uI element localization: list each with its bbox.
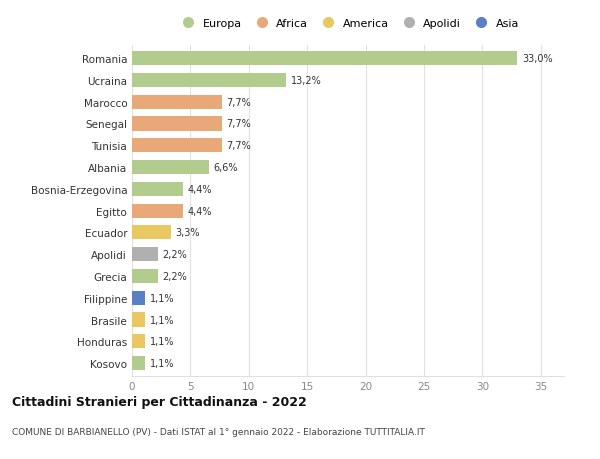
Bar xyxy=(132,247,158,262)
Bar xyxy=(132,226,170,240)
Bar xyxy=(132,161,209,175)
Text: 7,7%: 7,7% xyxy=(227,97,251,107)
Bar xyxy=(132,313,145,327)
Legend: Europa, Africa, America, Apolidi, Asia: Europa, Africa, America, Apolidi, Asia xyxy=(173,15,523,34)
Bar xyxy=(132,52,517,66)
Text: 13,2%: 13,2% xyxy=(291,76,322,86)
Bar xyxy=(132,95,222,110)
Bar xyxy=(132,356,145,370)
Text: 2,2%: 2,2% xyxy=(163,250,187,260)
Text: 7,7%: 7,7% xyxy=(227,141,251,151)
Text: Cittadini Stranieri per Cittadinanza - 2022: Cittadini Stranieri per Cittadinanza - 2… xyxy=(12,395,307,408)
Bar xyxy=(132,335,145,349)
Bar xyxy=(132,182,184,196)
Text: 1,1%: 1,1% xyxy=(149,358,174,368)
Bar xyxy=(132,291,145,305)
Text: 1,1%: 1,1% xyxy=(149,293,174,303)
Text: 7,7%: 7,7% xyxy=(227,119,251,129)
Bar xyxy=(132,139,222,153)
Bar xyxy=(132,269,158,284)
Text: 2,2%: 2,2% xyxy=(163,271,187,281)
Text: 6,6%: 6,6% xyxy=(214,162,238,173)
Text: 4,4%: 4,4% xyxy=(188,185,212,195)
Text: 1,1%: 1,1% xyxy=(149,315,174,325)
Text: 4,4%: 4,4% xyxy=(188,206,212,216)
Text: COMUNE DI BARBIANELLO (PV) - Dati ISTAT al 1° gennaio 2022 - Elaborazione TUTTIT: COMUNE DI BARBIANELLO (PV) - Dati ISTAT … xyxy=(12,427,425,436)
Bar xyxy=(132,73,286,88)
Text: 1,1%: 1,1% xyxy=(149,336,174,347)
Bar xyxy=(132,117,222,131)
Text: 33,0%: 33,0% xyxy=(522,54,553,64)
Text: 3,3%: 3,3% xyxy=(175,228,200,238)
Bar xyxy=(132,204,184,218)
